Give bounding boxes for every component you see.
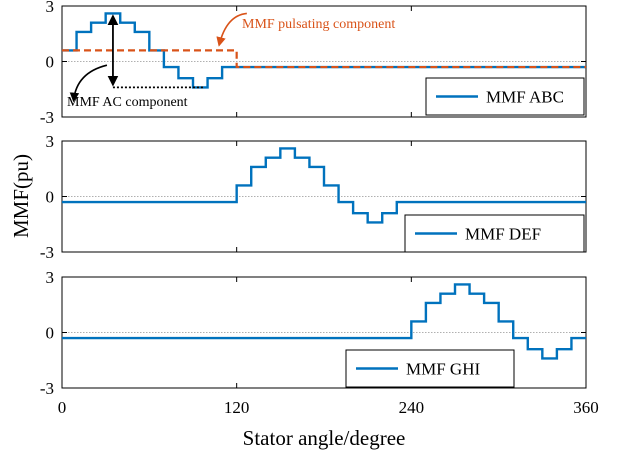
legend-label: MMF GHI <box>406 360 480 379</box>
y-tick-label: 3 <box>46 132 55 151</box>
x-tick-label: 360 <box>573 398 599 417</box>
pulsating-pointer-arrow <box>216 12 247 47</box>
legend: MMF ABC <box>425 77 585 116</box>
legend-label: MMF DEF <box>465 225 541 244</box>
y-tick-label: -3 <box>40 108 54 127</box>
panel-top: -3 0 3 MMF ABC MMF AC component MMF pulsating… <box>40 0 587 127</box>
x-tick-labels: 0 120 240 360 <box>58 398 599 417</box>
y-tick-label: 3 <box>46 268 55 287</box>
x-tick-label: 240 <box>399 398 425 417</box>
legend-label: MMF ABC <box>486 88 564 107</box>
y-tick-label: 0 <box>46 53 55 72</box>
y-tick-label: -3 <box>40 379 54 398</box>
y-tick-label: 0 <box>46 188 55 207</box>
y-axis-title: MMF(pu) <box>9 154 33 238</box>
legend: MMF DEF <box>404 214 585 253</box>
legend: MMF GHI <box>345 349 515 388</box>
pulsating-component-line <box>62 49 586 69</box>
y-tick-label: -3 <box>40 243 54 262</box>
x-tick-label: 120 <box>224 398 250 417</box>
series-line-mmf-def <box>62 147 586 224</box>
x-tick-label: 0 <box>58 398 67 417</box>
pulsating-component-label: MMF pulsating component <box>242 17 395 32</box>
y-tick-label: 3 <box>46 0 55 16</box>
y-tick-label: 0 <box>46 324 55 343</box>
panel-middle: -3 0 3 MMF DEF <box>40 132 587 262</box>
panel-bottom: -3 0 3 MMF GHI <box>40 268 587 398</box>
annotations: MMF AC component MMF pulsating component <box>67 12 395 110</box>
ac-component-label: MMF AC component <box>67 95 188 110</box>
panels: -3 0 3 MMF ABC MMF AC component MMF pulsating… <box>40 0 587 398</box>
x-axis-title: Stator angle/degree <box>243 426 406 450</box>
series-line-mmf-ghi <box>62 283 586 360</box>
series-line-mmf-abc <box>62 12 586 89</box>
ac-pointer-arrow <box>69 64 108 103</box>
